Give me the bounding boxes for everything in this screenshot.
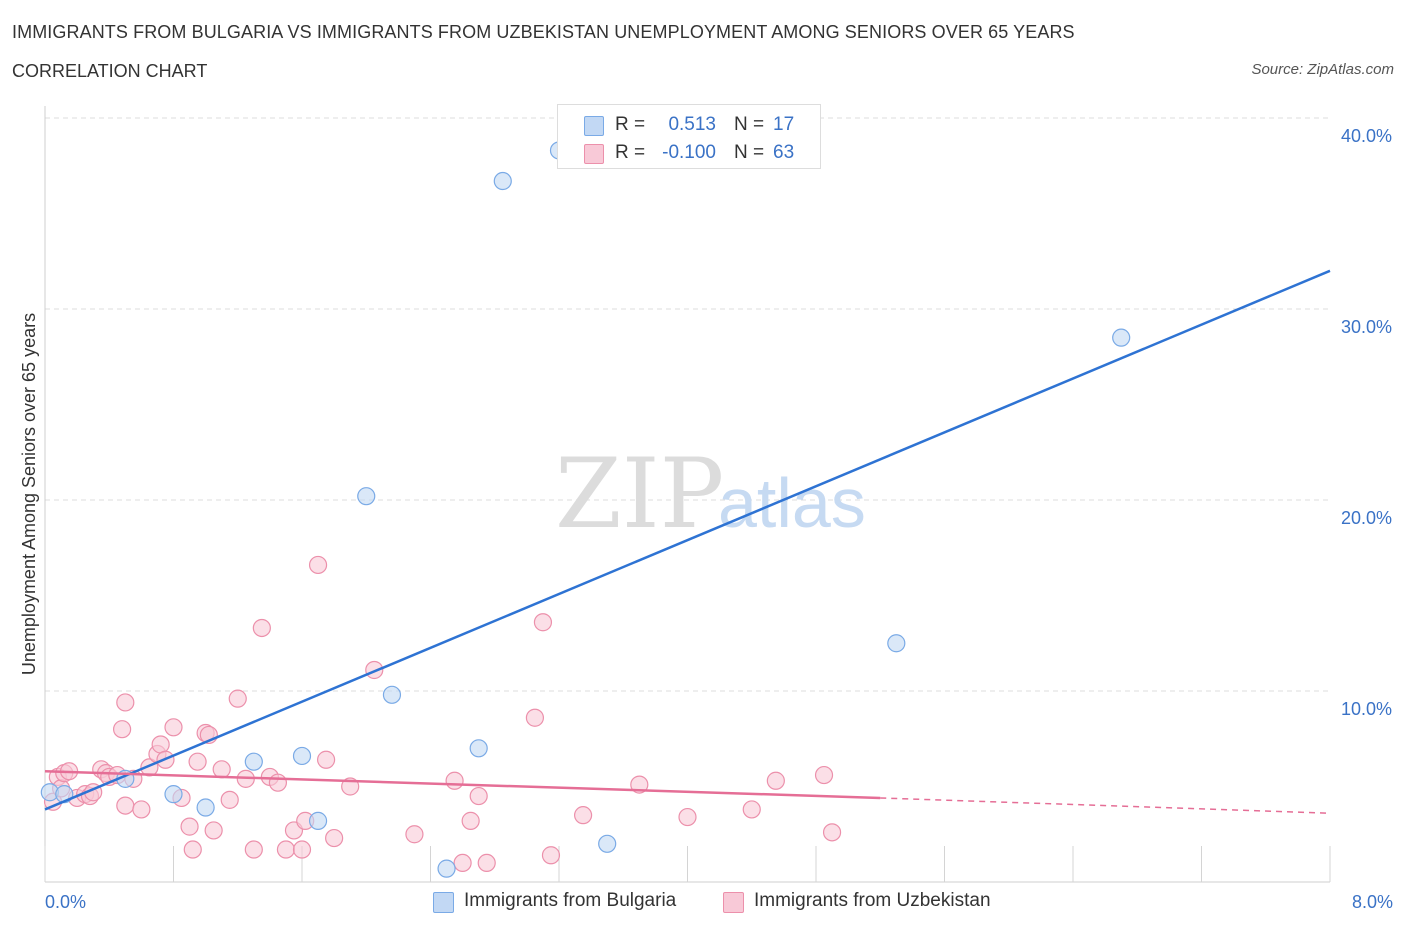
uzbekistan-point bbox=[469, 786, 488, 806]
uzbekistan-r-value: -0.100 bbox=[662, 142, 716, 163]
bulgaria-point bbox=[308, 811, 328, 830]
bulgaria-point bbox=[598, 834, 617, 853]
uzbekistan-point bbox=[268, 773, 288, 792]
bulgaria-point bbox=[357, 487, 376, 506]
y-tick-label: 20.0% bbox=[1341, 508, 1392, 528]
uzbekistan-point bbox=[308, 555, 328, 575]
uzbekistan-point bbox=[132, 800, 151, 819]
bulgaria-legend-label: Immigrants from Bulgaria bbox=[464, 890, 677, 911]
uzbekistan-point bbox=[292, 840, 312, 859]
uzbekistan-point bbox=[766, 771, 785, 790]
uzbekistan-point bbox=[453, 853, 472, 873]
x-tick-label-min: 0.0% bbox=[45, 892, 86, 912]
uzbekistan-swatch bbox=[584, 144, 604, 164]
y-tick-label: 10.0% bbox=[1341, 699, 1392, 719]
bulgaria-point bbox=[244, 752, 263, 771]
uzbekistan-point bbox=[228, 689, 247, 708]
axes bbox=[44, 106, 1331, 883]
bulgaria-point bbox=[493, 171, 512, 191]
uzbekistan-point bbox=[325, 828, 344, 848]
bulgaria-legend-swatch bbox=[433, 892, 454, 913]
source-label: Source: ZipAtlas.com bbox=[1251, 61, 1394, 78]
uzbekistan-legend-swatch bbox=[723, 892, 744, 913]
uzbekistan-point bbox=[276, 840, 296, 859]
bulgaria-point bbox=[469, 739, 488, 758]
bulgaria-point bbox=[887, 634, 906, 653]
uzbekistan-point bbox=[183, 840, 202, 859]
bulgaria-n-value: 17 bbox=[773, 114, 795, 135]
n-label: N = bbox=[734, 142, 765, 163]
chart-title: IMMIGRANTS FROM BULGARIA VS IMMIGRANTS F… bbox=[12, 22, 1075, 42]
uzbekistan-point bbox=[678, 807, 697, 827]
correlation-legend: R = 0.513 N = 17 R = -0.100 N = 63 bbox=[557, 104, 821, 169]
bulgaria-trend-line bbox=[44, 269, 1331, 811]
uzbekistan-point bbox=[316, 750, 336, 769]
r-label: R = bbox=[615, 114, 646, 135]
r-label: R = bbox=[615, 142, 646, 163]
grid bbox=[45, 117, 1330, 692]
tick-labels: 10.0% 20.0% 30.0% 40.0% 0.0% 8.0% bbox=[45, 126, 1393, 912]
uzbekistan-point bbox=[116, 693, 135, 712]
uzbekistan-point bbox=[220, 790, 239, 809]
uzbekistan-point bbox=[112, 720, 132, 739]
data-points bbox=[40, 141, 1131, 878]
uzbekistan-point bbox=[814, 765, 834, 785]
bulgaria-point bbox=[1112, 328, 1131, 347]
y-tick-label: 30.0% bbox=[1341, 317, 1392, 337]
uzbekistan-point bbox=[525, 708, 545, 727]
uzbekistan-point bbox=[405, 825, 424, 844]
uzbekistan-trend-line bbox=[44, 769, 881, 800]
uzbekistan-point bbox=[445, 771, 464, 790]
uzbekistan-point bbox=[212, 760, 231, 779]
chart-subtitle: CORRELATION CHART bbox=[12, 61, 208, 81]
watermark: ZIP atlas bbox=[555, 438, 866, 550]
uzbekistan-point bbox=[180, 817, 199, 836]
uzbekistan-point bbox=[630, 775, 649, 794]
legend-row-uzbekistan: R = -0.100 N = 63 bbox=[558, 139, 820, 167]
uzbekistan-n-value: 63 bbox=[773, 142, 795, 163]
n-label: N = bbox=[734, 114, 765, 135]
bulgaria-point bbox=[292, 746, 312, 766]
uzbekistan-point bbox=[533, 613, 553, 632]
uzbekistan-point bbox=[252, 618, 271, 638]
bulgaria-point bbox=[196, 798, 215, 817]
y-axis-label: Unemployment Among Seniors over 65 years bbox=[19, 313, 39, 675]
uzbekistan-point bbox=[573, 806, 593, 825]
uzbekistan-point bbox=[822, 823, 842, 842]
uzbekistan-point bbox=[164, 718, 183, 737]
bulgaria-point bbox=[382, 685, 402, 704]
x-tick-label-max: 8.0% bbox=[1352, 892, 1393, 912]
bulgaria-r-value: 0.513 bbox=[668, 114, 716, 135]
uzbekistan-point bbox=[204, 821, 223, 840]
uzbekistan-point bbox=[244, 840, 263, 859]
bulgaria-swatch bbox=[584, 116, 604, 136]
uzbekistan-legend-label: Immigrants from Uzbekistan bbox=[754, 890, 991, 911]
bulgaria-point bbox=[164, 785, 183, 804]
y-tick-label: 40.0% bbox=[1341, 126, 1392, 146]
uzbekistan-trend-extension bbox=[880, 797, 1331, 814]
uzbekistan-point bbox=[541, 846, 561, 865]
uzbekistan-point bbox=[742, 800, 761, 819]
trend-lines bbox=[44, 269, 1331, 814]
uzbekistan-point bbox=[188, 752, 207, 771]
uzbekistan-point bbox=[151, 735, 170, 754]
uzbekistan-point bbox=[461, 811, 480, 830]
watermark-zip: ZIP bbox=[555, 438, 724, 550]
legend-row-bulgaria: R = 0.513 N = 17 bbox=[558, 111, 820, 139]
uzbekistan-point bbox=[477, 853, 496, 873]
uzbekistan-point bbox=[116, 796, 135, 815]
bulgaria-point bbox=[437, 859, 456, 878]
